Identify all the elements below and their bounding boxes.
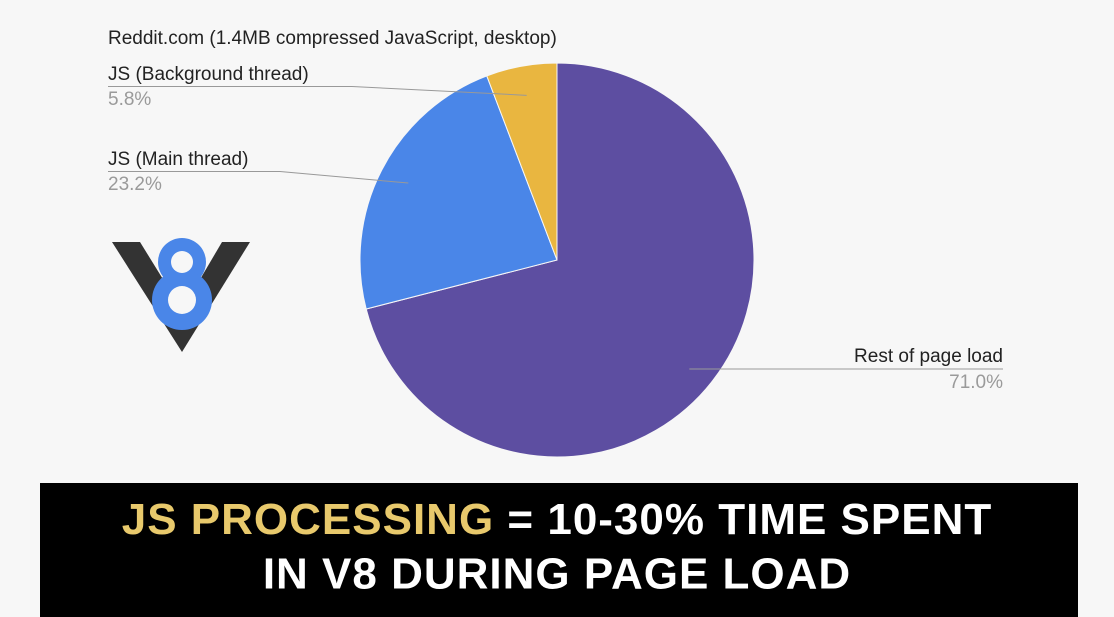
caption-highlight: JS PROCESSING	[122, 495, 494, 544]
v8-logo	[112, 238, 250, 352]
slice-label: JS (Main thread)	[108, 149, 248, 170]
pie	[359, 62, 755, 458]
chart-title: Reddit.com (1.4MB compressed JavaScript,…	[108, 28, 557, 49]
pie-slice	[486, 62, 558, 261]
pie-slice	[359, 75, 558, 310]
slice-label: JS (Background thread)	[108, 64, 309, 85]
slice-label: Rest of page load	[854, 346, 1003, 367]
caption-line1: JS PROCESSING = 10-30% TIME SPENT	[122, 495, 993, 544]
slice-value: 5.8%	[108, 89, 151, 110]
pie-slice	[365, 62, 755, 458]
leader-line	[351, 86, 527, 96]
leader-line	[279, 171, 409, 184]
caption-line2: IN V8 DURING PAGE LOAD	[263, 550, 851, 599]
caption-banner	[40, 483, 1078, 617]
caption-text: = 10-30% TIME SPENT	[507, 495, 992, 544]
slice-value: 71.0%	[949, 372, 1003, 393]
slice-value: 23.2%	[108, 174, 162, 195]
